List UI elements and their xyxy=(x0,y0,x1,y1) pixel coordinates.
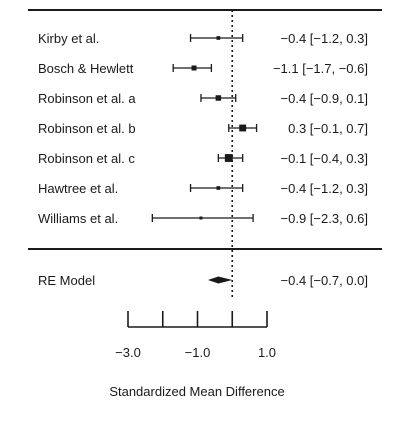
point-estimate-marker xyxy=(215,95,222,101)
point-estimate-marker xyxy=(216,186,221,190)
summary-label: RE Model xyxy=(38,273,95,288)
summary-estimate-text: −0.4 [−0.7, 0.0] xyxy=(281,273,368,288)
study-label: Bosch & Hewlett xyxy=(38,61,134,76)
estimate-ci-text: 0.3 [−0.1, 0.7] xyxy=(288,121,368,136)
study-row: Bosch & Hewlett −1.1 [−1.7, −0.6] xyxy=(38,61,368,76)
estimate-ci-text: −0.1 [−0.4, 0.3] xyxy=(281,151,368,166)
study-label: Robinson et al. a xyxy=(38,91,136,106)
estimate-ci-text: −1.1 [−1.7, −0.6] xyxy=(273,61,368,76)
point-estimate-marker xyxy=(224,154,233,162)
study-label: Hawtree et al. xyxy=(38,181,118,196)
study-row: Robinson et al. a −0.4 [−0.9, 0.1] xyxy=(38,91,368,106)
study-rows: Kirby et al. −0.4 [−1.2, 0.3] Bosch & Hewl… xyxy=(38,31,368,226)
estimate-ci-text: −0.4 [−1.2, 0.3] xyxy=(281,31,368,46)
x-axis-label: Standardized Mean Difference xyxy=(109,384,284,399)
summary-row: RE Model −0.4 [−0.7, 0.0] xyxy=(38,273,368,288)
estimate-ci-text: −0.4 [−1.2, 0.3] xyxy=(281,181,368,196)
study-label: Kirby et al. xyxy=(38,31,99,46)
study-row: Robinson et al. b 0.3 [−0.1, 0.7] xyxy=(38,121,368,136)
point-estimate-marker xyxy=(239,124,247,132)
x-tick-label: −1.0 xyxy=(185,345,211,360)
point-estimate-marker xyxy=(216,36,221,40)
study-label: Robinson et al. c xyxy=(38,151,135,166)
study-row: Robinson et al. c −0.1 [−0.4, 0.3] xyxy=(38,151,368,166)
study-label: Robinson et al. b xyxy=(38,121,136,136)
point-estimate-marker xyxy=(199,216,203,220)
summary-diamond xyxy=(207,276,233,284)
study-row: Williams et al. −0.9 [−2.3, 0.6] xyxy=(38,211,368,226)
study-row: Kirby et al. −0.4 [−1.2, 0.3] xyxy=(38,31,368,46)
x-tick-label: 1.0 xyxy=(258,345,276,360)
study-row: Hawtree et al. −0.4 [−1.2, 0.3] xyxy=(38,181,368,196)
study-label: Williams et al. xyxy=(38,211,118,226)
estimate-ci-text: −0.4 [−0.9, 0.1] xyxy=(281,91,368,106)
estimate-ci-text: −0.9 [−2.3, 0.6] xyxy=(281,211,368,226)
x-axis: −3.0 −1.0 1.0 xyxy=(115,311,276,360)
x-tick-label: −3.0 xyxy=(115,345,141,360)
point-estimate-marker xyxy=(191,65,197,71)
